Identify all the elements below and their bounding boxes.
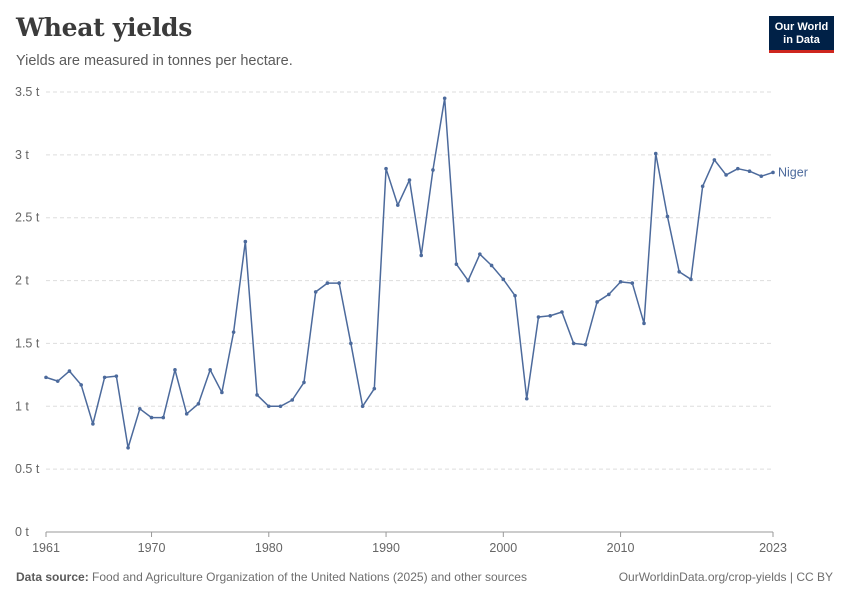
- y-tick-label: 3 t: [15, 148, 29, 162]
- data-point: [395, 203, 400, 207]
- data-point: [138, 407, 142, 411]
- data-point: [689, 277, 693, 282]
- data-point: [220, 390, 224, 395]
- data-point: [771, 170, 775, 175]
- data-point: [290, 398, 295, 402]
- owid-logo[interactable]: Our World in Data: [769, 16, 834, 53]
- x-tick-label: 2010: [607, 541, 635, 555]
- data-point: [560, 310, 564, 314]
- data-point: [302, 380, 306, 385]
- x-tick-label: 1970: [138, 541, 166, 555]
- data-point: [372, 386, 377, 391]
- x-tick-label: 2023: [759, 541, 787, 555]
- y-tick-label: 3.5 t: [15, 85, 40, 99]
- data-point: [184, 412, 189, 416]
- data-point: [384, 166, 388, 171]
- data-point: [278, 404, 283, 409]
- data-point: [419, 253, 424, 258]
- data-point: [642, 321, 646, 326]
- data-point: [349, 341, 353, 346]
- y-tick-label: 1.5 t: [15, 336, 40, 350]
- x-tick-label: 2000: [489, 541, 517, 555]
- data-point: [407, 178, 412, 182]
- data-point: [79, 383, 83, 387]
- logo-line-1: Our World: [774, 21, 829, 33]
- data-source-label: Data source:: [16, 570, 89, 584]
- data-point: [102, 375, 107, 380]
- data-point: [325, 281, 330, 285]
- series-label: Niger: [778, 165, 808, 179]
- data-point: [161, 415, 166, 420]
- source-link[interactable]: OurWorldinData.org/crop-yields | CC BY: [618, 570, 833, 584]
- data-point: [513, 293, 517, 298]
- data-point: [747, 169, 752, 173]
- data-point: [114, 374, 119, 378]
- data-point: [583, 342, 588, 347]
- y-tick-label: 2 t: [15, 274, 29, 288]
- data-point: [630, 281, 635, 285]
- y-tick-label: 0 t: [15, 525, 29, 539]
- x-tick-label: 1961: [32, 541, 60, 555]
- data-point: [571, 341, 576, 346]
- data-point: [665, 214, 670, 219]
- data-point: [149, 415, 154, 420]
- data-point: [677, 269, 681, 274]
- data-point: [724, 173, 728, 177]
- y-tick-label: 1 t: [15, 399, 29, 413]
- data-point: [454, 262, 459, 267]
- data-point: [266, 404, 271, 409]
- logo-line-2: in Data: [783, 34, 820, 46]
- data-point: [548, 313, 553, 318]
- data-point: [360, 404, 365, 409]
- data-point: [44, 375, 48, 380]
- x-tick-label: 1980: [255, 541, 283, 555]
- data-point: [126, 445, 130, 450]
- data-point: [173, 368, 177, 372]
- data-point: [759, 174, 764, 179]
- y-tick-label: 0.5 t: [15, 462, 40, 476]
- data-point: [313, 290, 318, 294]
- data-point: [91, 422, 95, 426]
- data-point: [478, 252, 482, 256]
- data-point: [618, 280, 623, 284]
- chart-subtitle: Yields are measured in tonnes per hectar…: [16, 53, 293, 69]
- data-point: [524, 396, 529, 401]
- data-point: [712, 158, 717, 162]
- data-point: [55, 379, 60, 383]
- data-point: [243, 239, 248, 244]
- data-point: [501, 277, 506, 282]
- data-point: [431, 168, 435, 172]
- data-point: [208, 368, 212, 372]
- data-point: [595, 300, 599, 304]
- data-point: [442, 96, 447, 101]
- data-point: [337, 281, 341, 285]
- data-point: [466, 278, 470, 283]
- data-point: [700, 184, 705, 189]
- x-tick-label: 1990: [372, 541, 400, 555]
- chart-title: Wheat yields: [16, 13, 192, 42]
- data-point: [653, 151, 658, 156]
- series-line-niger: [45, 97, 774, 449]
- data-point: [736, 166, 740, 171]
- data-source-note: Data source: Food and Agriculture Organi…: [16, 570, 527, 584]
- data-point: [196, 401, 201, 406]
- y-tick-label: 2.5 t: [15, 211, 40, 225]
- data-point: [536, 315, 541, 319]
- data-source-text: Food and Agriculture Organization of the…: [92, 570, 527, 584]
- data-point: [607, 292, 611, 297]
- data-point: [255, 393, 259, 397]
- data-point: [489, 263, 494, 268]
- data-point: [67, 369, 72, 373]
- data-point: [231, 330, 236, 334]
